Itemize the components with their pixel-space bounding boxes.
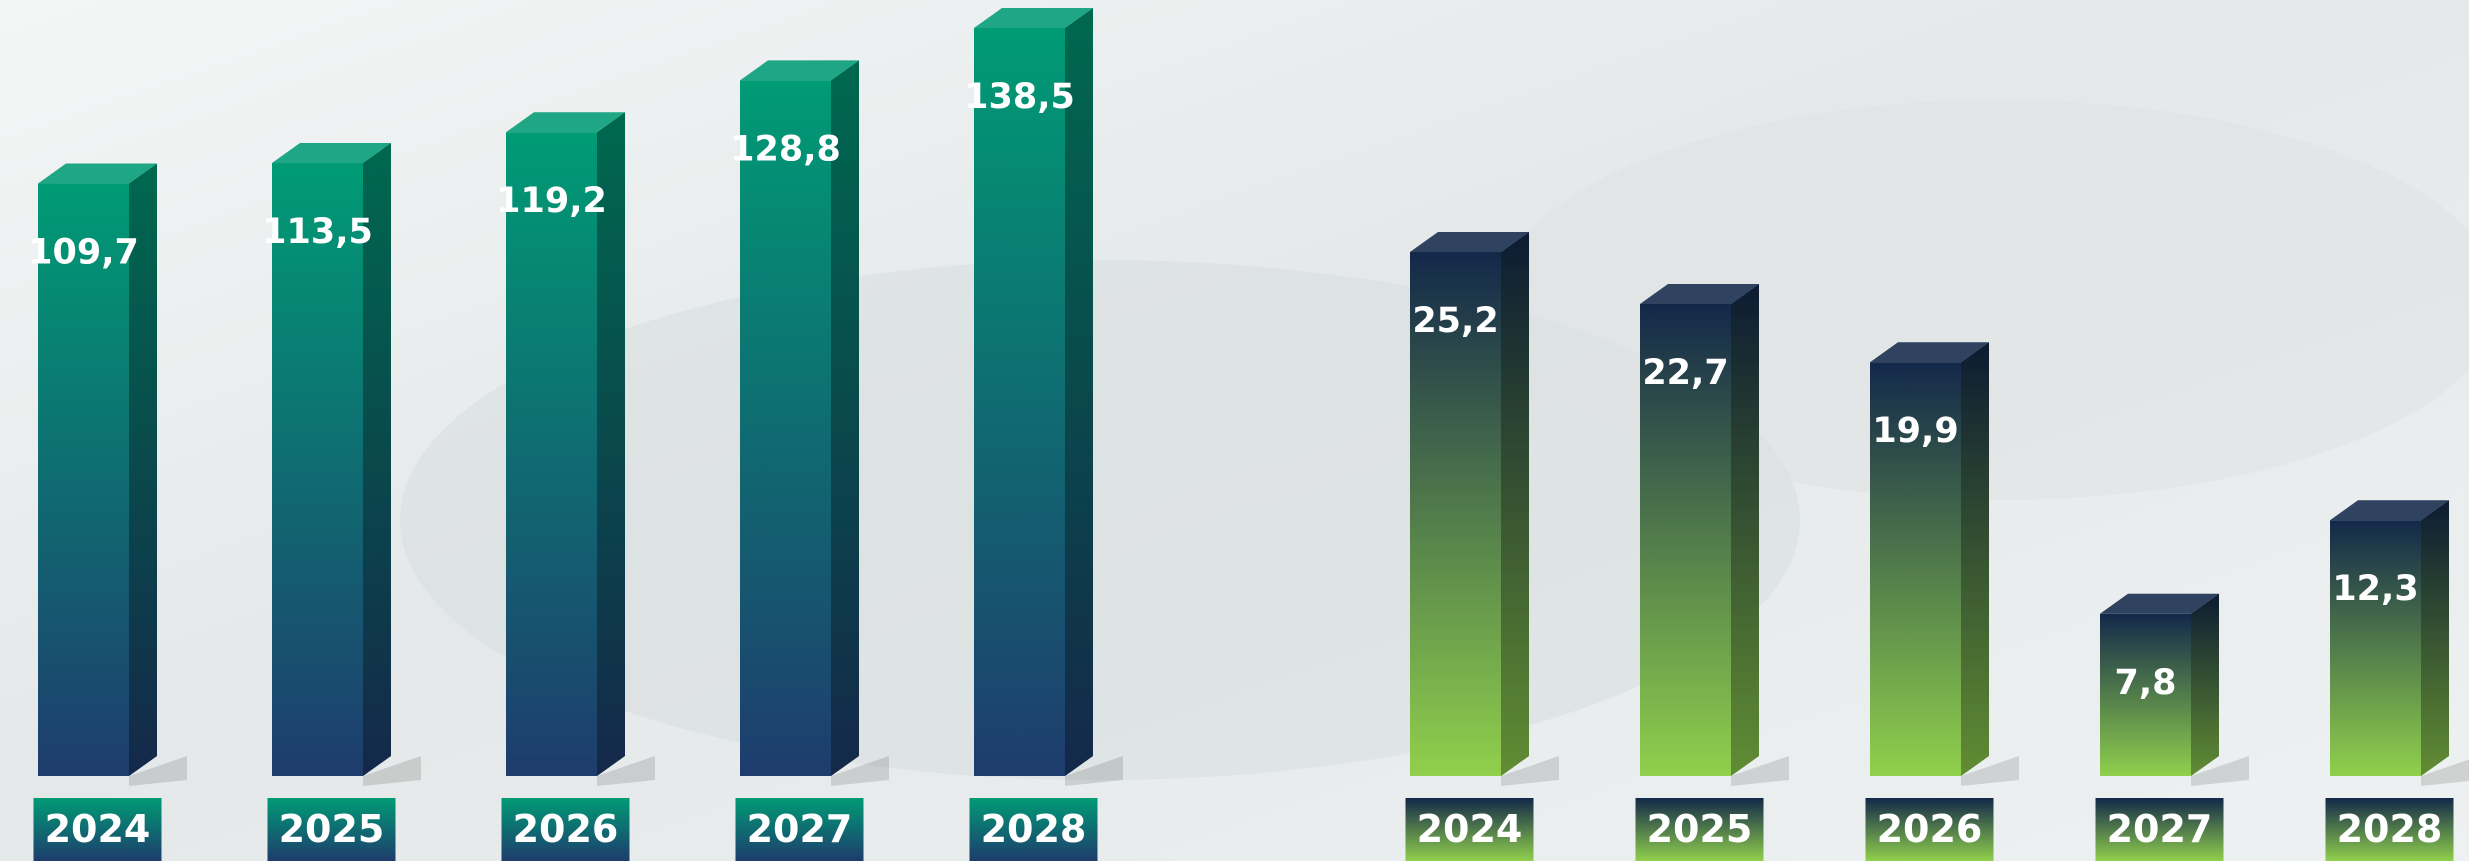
x-tick-label: 2026 [1877,807,1983,851]
bar [1640,303,1731,776]
bar [272,163,363,776]
bar [740,80,831,776]
bar-top [1410,232,1529,252]
bar-top-shade [974,8,1093,28]
value-label: 7,8 [2114,663,2176,703]
value-label: 25,2 [1412,301,1498,341]
value-label: 22,7 [1642,353,1728,393]
bar-side [363,143,391,776]
bar [1870,362,1961,776]
year-box [2325,798,2454,861]
bar-top-shade [1870,342,1989,363]
bar-top [974,8,1093,28]
value-label: 113,5 [262,212,373,252]
bar-side-shade [363,143,391,776]
x-tick-label: 2024 [1417,807,1523,851]
value-label: 12,3 [2332,569,2418,609]
bar-side-shade [1961,342,1989,776]
bar-side [1961,342,1989,776]
bar [2100,613,2191,776]
bar-top-shade [1410,232,1529,252]
bar-side [1501,232,1529,776]
bar-shadow [597,756,655,786]
bar-side-shade [1731,283,1759,776]
bar-shadow [1501,756,1559,786]
x-tick-label: 2027 [747,807,853,851]
year-box [1405,798,1534,861]
bar-shadow [1961,756,2019,786]
bar [506,132,597,776]
year-box [1865,798,1994,861]
bar-side-shade [831,60,859,776]
year-box [2095,798,2224,861]
bar-side [831,60,859,776]
year-box [501,798,630,861]
bar-top [506,112,625,133]
bar [2330,520,2421,776]
x-tick-label: 2024 [45,807,151,851]
bar-side-shade [1501,232,1529,776]
year-box [33,798,162,861]
bar-side-shade [129,163,157,777]
bar-shadow [129,756,187,786]
bar [1410,252,1501,776]
x-tick-label: 2025 [1647,807,1753,851]
bar-side [597,112,625,776]
value-label: 138,5 [964,77,1075,117]
year-box [1635,798,1764,861]
bar-shadow [2191,756,2249,786]
bar-shadow [1065,756,1123,786]
bar-top-shade [506,112,625,133]
year-box [735,798,864,861]
bar-shadow [831,756,889,786]
bar-top [740,60,859,81]
x-tick-label: 2025 [279,807,385,851]
x-tick-label: 2028 [2337,807,2443,851]
x-tick-label: 2026 [513,807,619,851]
bar-shadow [363,756,421,786]
bar [974,28,1065,776]
bar-side [2191,593,2219,776]
x-tick-label: 2028 [981,807,1087,851]
bar-side-shade [2191,593,2219,776]
x-tick-label: 2027 [2107,807,2213,851]
bar-side [1731,283,1759,776]
bar-shadow [2421,759,2469,786]
bar-top-shade [1640,283,1759,304]
bar-top-shade [272,143,391,164]
bar-top [272,143,391,164]
bar-side [2421,500,2449,776]
bar-top [1640,283,1759,304]
bar-side-shade [1065,8,1093,776]
bar-top [38,163,157,184]
bar-top [2330,500,2449,521]
value-label: 119,2 [496,181,607,221]
value-label: 128,8 [730,129,841,169]
bar-side [129,163,157,777]
bar-top-shade [2100,593,2219,614]
year-box [969,798,1098,861]
bar-side-shade [597,112,625,776]
bar-top [2100,593,2219,614]
bar-shadow [1731,756,1789,786]
value-label: 19,9 [1872,411,1958,451]
value-label: 109,7 [28,233,139,273]
year-box [267,798,396,861]
bar-top-shade [740,60,859,81]
bar-top [1870,342,1989,363]
bar-side-shade [2421,500,2449,776]
bar-top-shade [38,163,157,184]
bar [38,183,129,777]
bar-side [1065,8,1093,776]
bar-top-shade [2330,500,2449,521]
